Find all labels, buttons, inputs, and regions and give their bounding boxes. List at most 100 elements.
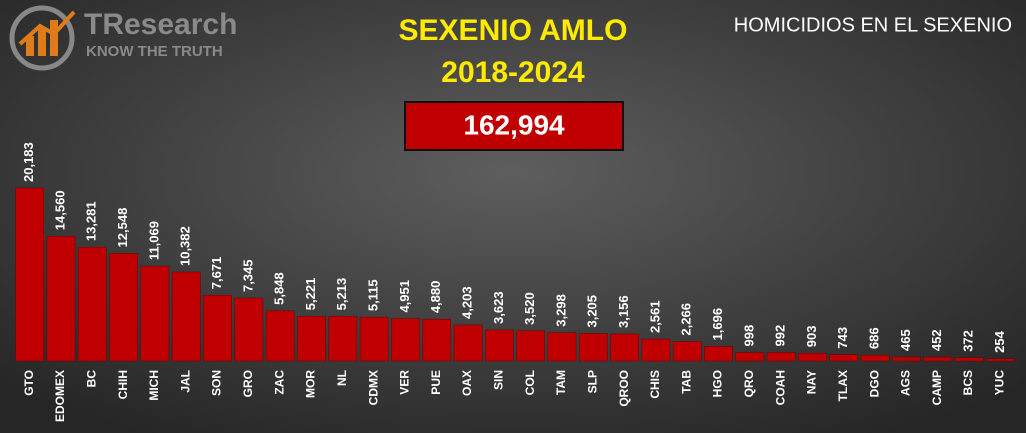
value-label: 14,560 xyxy=(52,190,67,230)
bar xyxy=(672,341,702,362)
chart-title: SEXENIO AMLO xyxy=(399,14,628,47)
x-tick-label: SON xyxy=(210,370,224,396)
bar xyxy=(171,271,201,362)
value-label: 3,520 xyxy=(522,292,537,325)
x-tick-label: SLP xyxy=(585,370,599,393)
value-label: 11,069 xyxy=(146,221,161,260)
x-tick-label: VER xyxy=(398,370,412,395)
total-label: 162,994 xyxy=(463,109,565,140)
x-tick-label: BC xyxy=(84,370,98,388)
bar xyxy=(109,253,138,362)
value-label: 5,221 xyxy=(303,278,318,311)
bar xyxy=(766,352,796,362)
value-label: 2,266 xyxy=(679,303,694,336)
x-tick-label: SIN xyxy=(492,370,506,390)
x-tick-label: CHIS xyxy=(648,370,662,399)
bar xyxy=(829,354,859,362)
x-tick-label: AGS xyxy=(899,370,913,396)
value-label: 254 xyxy=(992,330,1007,352)
x-tick-label: OAX xyxy=(460,370,474,396)
bar xyxy=(77,246,107,362)
value-label: 12,548 xyxy=(115,208,130,248)
value-label: 5,213 xyxy=(334,278,349,311)
value-label: 372 xyxy=(960,330,975,352)
value-label: 686 xyxy=(867,327,882,349)
bar xyxy=(453,324,483,362)
chart-subtitle: 2018-2024 xyxy=(441,56,585,89)
value-label: 3,298 xyxy=(553,294,568,327)
bar xyxy=(297,315,326,362)
x-tick-label: ZAC xyxy=(272,370,286,395)
x-tick-label: NAY xyxy=(805,370,819,394)
x-tick-label: CAMP xyxy=(930,370,944,405)
value-label: 992 xyxy=(773,325,788,347)
x-tick-label: GTO xyxy=(22,370,36,396)
bar xyxy=(923,356,953,362)
value-label: 7,345 xyxy=(240,259,255,292)
value-label: 3,156 xyxy=(616,295,631,328)
logo-icon xyxy=(9,5,76,71)
x-tick-label: CDMX xyxy=(366,370,380,405)
bar xyxy=(234,297,264,362)
x-tick-label: TAM xyxy=(554,370,568,395)
bar xyxy=(140,265,170,362)
bar xyxy=(578,333,608,362)
bar xyxy=(516,330,545,362)
value-label: 465 xyxy=(898,329,913,351)
value-label: 13,281 xyxy=(84,201,99,241)
bar xyxy=(704,346,733,362)
value-label: 743 xyxy=(835,327,850,349)
bar xyxy=(735,352,765,362)
x-tick-label: MICH xyxy=(147,370,161,401)
x-tick-label: BCS xyxy=(961,370,975,395)
value-label: 4,951 xyxy=(397,280,412,313)
bar xyxy=(860,354,890,362)
bar xyxy=(547,332,577,362)
bar xyxy=(265,310,295,362)
x-tick-label: NL xyxy=(335,370,349,386)
bar xyxy=(46,235,76,362)
bar xyxy=(641,338,671,362)
value-label: 998 xyxy=(741,325,756,347)
value-label: 452 xyxy=(929,329,944,351)
value-label: 20,183 xyxy=(21,142,36,182)
value-label: 1,696 xyxy=(710,308,725,341)
bar xyxy=(15,187,44,362)
value-label: 5,115 xyxy=(366,279,381,311)
x-tick-label: GRO xyxy=(241,370,255,397)
x-tick-label: COAH xyxy=(773,370,787,405)
logo-tagline: KNOW THE TRUTH xyxy=(86,43,223,60)
x-tick-label: PUE xyxy=(429,370,443,395)
bar xyxy=(359,316,389,362)
x-tick-label: CHIH xyxy=(116,370,130,399)
value-label: 3,623 xyxy=(491,291,506,324)
bar xyxy=(986,358,1015,362)
x-tick-label: DGO xyxy=(867,370,881,397)
x-tick-label: QRO xyxy=(742,370,756,397)
bar xyxy=(798,353,827,362)
total-box xyxy=(404,101,624,151)
bar xyxy=(328,316,358,362)
value-label: 2,561 xyxy=(647,301,662,334)
bar xyxy=(892,356,921,362)
annotation: HOMICIDIOS EN EL SEXENIO xyxy=(734,14,1012,36)
value-label: 903 xyxy=(804,326,819,348)
value-label: 7,671 xyxy=(209,257,224,290)
x-tick-label: MOR xyxy=(304,370,318,398)
x-tick-label: YUC xyxy=(993,370,1007,396)
x-tick-label: HGO xyxy=(711,370,725,397)
logo-name: TResearch xyxy=(84,8,237,41)
bar xyxy=(485,329,514,362)
bar xyxy=(203,294,232,362)
value-label: 3,205 xyxy=(585,295,600,328)
x-tick-label: COL xyxy=(523,370,537,395)
x-tick-label: JAL xyxy=(178,370,192,393)
x-tick-label: TLAX xyxy=(836,370,850,401)
bar xyxy=(391,318,420,362)
x-tick-label: TAB xyxy=(679,370,693,394)
value-label: 4,203 xyxy=(459,286,474,319)
x-tick-label: QROO xyxy=(617,370,631,407)
bar xyxy=(610,333,639,362)
x-tick-label: EDOMEX xyxy=(53,370,67,422)
